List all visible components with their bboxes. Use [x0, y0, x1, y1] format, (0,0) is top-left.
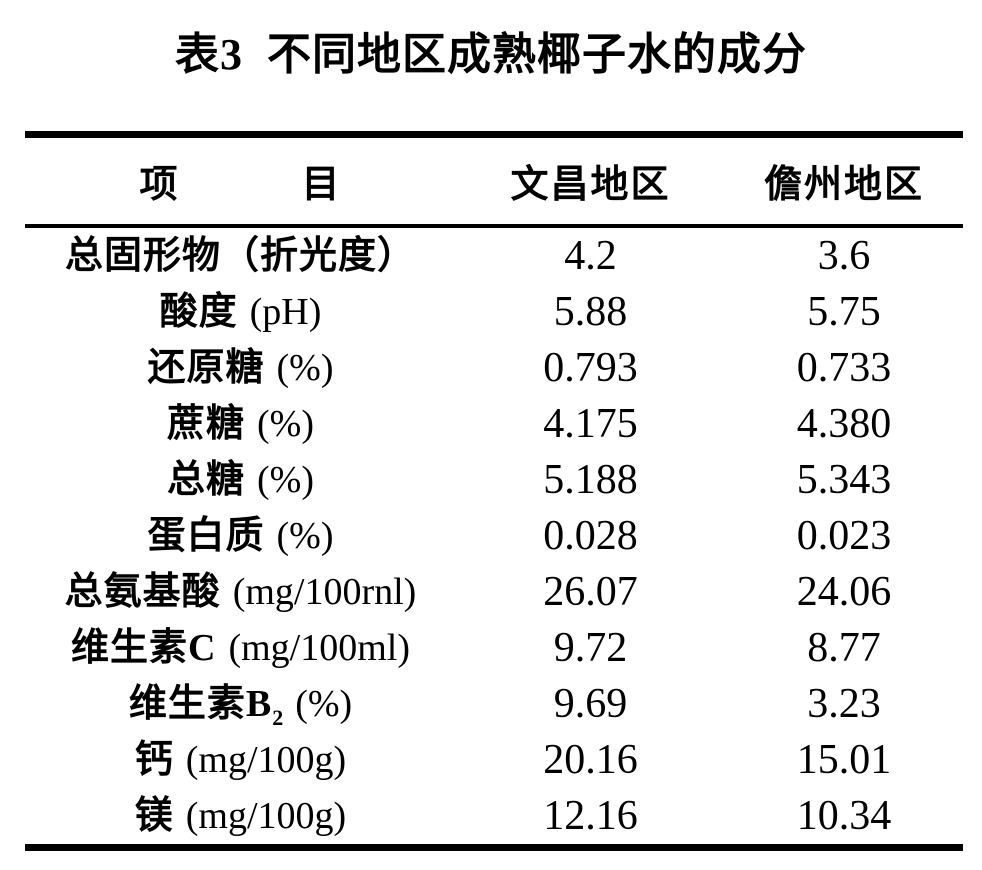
item-unit: (mg/100g): [185, 794, 347, 837]
header-row: 项目 文昌地区 儋州地区: [25, 134, 963, 228]
header-region-wenchang: 文昌地区: [456, 134, 725, 228]
value-danzhou: 5.343: [796, 456, 892, 503]
value-wenchang: 4.175: [543, 400, 638, 447]
value-wenchang: 0.028: [543, 512, 638, 559]
value-danzhou: 5.75: [807, 288, 881, 335]
item-label: 总糖: [167, 458, 246, 501]
item-cell: 酸度 (pH): [25, 284, 456, 340]
item-subscript: 2: [272, 704, 284, 730]
table-body: 总固形物（折光度） 4.2 3.6 酸度 (pH) 5.88 5.75 还原糖 (%…: [25, 226, 963, 848]
value-danzhou: 8.77: [807, 624, 881, 671]
item-label: 还原糖: [147, 346, 265, 389]
value-wenchang: 12.16: [543, 792, 638, 839]
table-row-sucrose: 蔗糖 (%) 4.175 4.380: [25, 396, 963, 452]
value-wenchang: 5.188: [543, 456, 638, 503]
item-label: 蔗糖: [167, 402, 246, 445]
value-danzhou: 4.380: [796, 400, 892, 447]
item-cell: 蔗糖 (%): [25, 396, 456, 452]
item-label: 维生素B: [128, 682, 273, 725]
item-unit: (%): [276, 346, 334, 389]
header-item-right: 目: [301, 164, 342, 207]
value-danzhou: 3.6: [817, 232, 871, 279]
value-danzhou: 0.023: [796, 512, 892, 559]
value-danzhou: 24.06: [796, 568, 892, 615]
item-label: 钙: [134, 738, 174, 781]
item-label: 维生素C: [71, 626, 217, 669]
header-item-column: 项目: [25, 134, 456, 228]
value-danzhou: 3.23: [807, 680, 881, 727]
table-row-total-sugar: 总糖 (%) 5.188 5.343: [25, 452, 963, 508]
value-danzhou: 10.34: [796, 792, 892, 839]
header-region-danzhou: 儋州地区: [725, 134, 963, 228]
item-unit: (%): [257, 402, 314, 445]
table-row-vitamin-c: 维生素C (mg/100ml) 9.72 8.77: [25, 620, 963, 676]
table-row-total-amino-acids: 总氨基酸 (mg/100rnl) 26.07 24.06: [25, 564, 963, 620]
value-danzhou: 15.01: [796, 736, 892, 783]
table-row-magnesium: 镁 (mg/100g) 12.16 10.34: [25, 788, 963, 848]
item-cell: 钙 (mg/100g): [25, 732, 456, 788]
item-cell: 还原糖 (%): [25, 340, 456, 396]
item-label: 总氨基酸: [64, 570, 221, 613]
item-label: 镁: [134, 794, 174, 837]
value-danzhou: 0.733: [796, 344, 892, 391]
table-row-calcium: 钙 (mg/100g) 20.16 15.01: [25, 732, 963, 788]
item-cell: 维生素C (mg/100ml): [25, 620, 456, 676]
item-unit: (mg/100rnl): [232, 570, 417, 613]
table-row-protein: 蛋白质 (%) 0.028 0.023: [25, 508, 963, 564]
value-wenchang: 9.72: [553, 624, 628, 671]
header-item-left: 项: [139, 164, 180, 207]
value-wenchang: 5.88: [553, 288, 628, 335]
item-unit: (pH): [249, 290, 322, 333]
value-wenchang: 26.07: [543, 568, 638, 615]
item-cell: 总氨基酸 (mg/100rnl): [25, 564, 456, 620]
item-cell: 镁 (mg/100g): [25, 788, 456, 848]
item-unit: (%): [295, 682, 353, 725]
table-row-vitamin-b2: 维生素B2 (%) 9.69 3.23: [25, 676, 963, 732]
value-wenchang: 4.2: [564, 232, 617, 279]
item-label: 总固形物（折光度）: [64, 234, 416, 277]
value-wenchang: 20.16: [543, 736, 638, 783]
value-wenchang: 0.793: [543, 344, 638, 391]
table-row-reducing-sugar: 还原糖 (%) 0.793 0.733: [25, 340, 963, 396]
table-title: 表3 不同地区成熟椰子水的成分: [175, 30, 807, 79]
value-wenchang: 9.69: [553, 680, 628, 727]
item-unit: (mg/100g): [185, 738, 347, 781]
item-label: 蛋白质: [147, 514, 265, 557]
item-label: 酸度: [159, 290, 238, 333]
item-cell: 总固形物（折光度）: [25, 226, 456, 284]
table-row-total-solids: 总固形物（折光度） 4.2 3.6: [25, 226, 963, 284]
composition-table: 项目 文昌地区 儋州地区 总固形物（折光度） 4.2 3.6 酸度 (pH) 5.…: [25, 130, 963, 851]
item-unit: (%): [276, 514, 334, 557]
item-unit: (mg/100ml): [228, 626, 410, 669]
item-cell: 总糖 (%): [25, 452, 456, 508]
table-row-acidity: 酸度 (pH) 5.88 5.75: [25, 284, 963, 340]
item-cell: 蛋白质 (%): [25, 508, 456, 564]
item-cell: 维生素B2 (%): [25, 676, 456, 732]
item-unit: (%): [257, 458, 314, 501]
